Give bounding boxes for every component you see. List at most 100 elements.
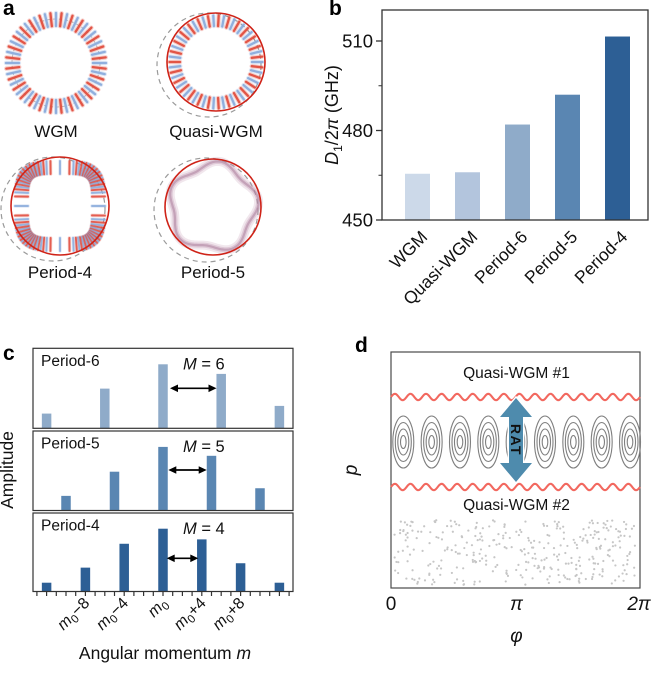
island-ellipse [484, 434, 492, 450]
island-ellipse [567, 428, 580, 456]
subplot-Period-6: Period-6 M = 6 [32, 347, 294, 429]
island-ellipse [623, 428, 637, 456]
island-ellipse [595, 428, 608, 456]
plot-frame [381, 9, 649, 221]
island-ellipse [562, 415, 585, 469]
bar-Period-5 [555, 94, 580, 220]
amplitude-bar [158, 364, 168, 429]
amplitude-bar [206, 455, 217, 511]
amplitude-bar [109, 471, 120, 511]
bar-Quasi-WGM [455, 172, 480, 220]
island-ellipse [590, 415, 613, 469]
amplitude-bar [41, 582, 52, 592]
rat-arrow-label: RAT [508, 424, 524, 456]
amplitude-bar [119, 543, 129, 592]
island-ellipse [536, 421, 554, 463]
mode-pattern-p5 [153, 156, 264, 263]
island-ellipse [569, 434, 577, 450]
subplot-frame [32, 347, 294, 429]
amplitude-bar [274, 405, 285, 429]
annotation-M: M = 5 [183, 438, 225, 456]
island-ellipse [618, 415, 642, 469]
mode-pattern-wgm [3, 10, 109, 116]
island-ellipse [423, 421, 441, 463]
subplot-frame [32, 430, 294, 512]
quasi-wgm-1-label: Quasi-WGM #1 [463, 365, 570, 382]
mode-caption: Quasi-WGM [169, 122, 263, 141]
x-category-label: WGM [386, 227, 432, 273]
deformed-boundary-red-circle [10, 156, 110, 256]
y-tick-label: 480 [342, 120, 373, 141]
island-ellipse [456, 434, 464, 450]
x-tick-pi: π [510, 594, 524, 615]
amplitude-bar [255, 488, 265, 511]
island-ellipse [477, 415, 500, 469]
mode-caption: WGM [34, 122, 77, 141]
mode-pattern-quasi [156, 12, 266, 118]
island-ellipse [399, 434, 407, 450]
x-category-label: Period-6 [470, 227, 531, 288]
y-axis-title: p [341, 465, 362, 477]
island-ellipse [533, 415, 557, 469]
island-chain [392, 415, 642, 469]
subplot-label: Period-5 [41, 436, 100, 453]
amplitude-bar [100, 388, 110, 429]
amplitude-bar [61, 495, 71, 511]
island-ellipse [593, 421, 611, 463]
x-category-label: Period-4 [570, 227, 631, 288]
x-tick-label: m0−8 [54, 595, 95, 636]
island-ellipse [425, 428, 438, 456]
bar-Period-6 [505, 124, 530, 220]
amplitude-bar [274, 582, 285, 592]
arrow-head-left [166, 554, 175, 563]
subplot-label: Period-6 [41, 353, 100, 370]
panel-a-letter: a [3, 0, 15, 20]
mode-caption: Period-4 [28, 263, 92, 282]
y-axis-title: D1/2π (GHz) [322, 65, 345, 165]
mode-pattern-p4 [0, 156, 110, 262]
mode-caption: Period-5 [181, 263, 245, 282]
bar-Period-4 [605, 36, 630, 221]
subplot-Period-4: Period-4 M = 4 [32, 512, 294, 593]
y-tick-label: 510 [342, 31, 373, 52]
island-ellipse [420, 415, 443, 469]
subplot-label: Period-4 [41, 518, 100, 535]
separatrix-bottom [390, 482, 641, 492]
panel-c-letter: c [3, 342, 15, 365]
panel-b-letter: b [329, 0, 342, 20]
y-axis-title: Amplitude [0, 431, 17, 509]
amplitude-bar [80, 567, 91, 592]
island-ellipse [541, 434, 549, 450]
bar-WGM [405, 173, 430, 220]
arrow-head-right [198, 466, 207, 474]
cavity-boundary-dashed-circle [153, 157, 259, 263]
island-ellipse [448, 415, 472, 469]
annotation-M: M = 4 [183, 520, 225, 538]
x-tick-label: m0+8 [210, 595, 251, 636]
arrow-head-left [170, 384, 178, 393]
island-ellipse [621, 421, 639, 463]
island-ellipse [451, 421, 469, 463]
x-tick-0: 0 [386, 594, 397, 615]
island-ellipse [394, 421, 412, 463]
amplitude-bar [235, 563, 246, 592]
island-ellipse [397, 428, 410, 456]
x-tick-label: m0+4 [171, 595, 212, 636]
panel-a-mode-gallery: WGM Quasi-WGM Period-4 Period-5 [0, 10, 266, 282]
deformed-boundary-red-circle [164, 158, 262, 256]
arrow-head-right [190, 554, 199, 563]
island-ellipse [598, 434, 606, 450]
y-tick-label: 450 [342, 210, 373, 231]
panel-c-amplitude-chart: Period-6 M = 6 Period-5 M = 5 Period-4 M = 4 m… [0, 347, 294, 663]
island-ellipse [564, 421, 582, 463]
island-ellipse [428, 434, 435, 450]
panel-d-letter: d [355, 334, 368, 357]
x-category-label: Period-5 [520, 227, 581, 288]
chaotic-sea-dots [393, 519, 637, 586]
amplitude-bar [158, 446, 168, 511]
arrow-head-right [208, 384, 217, 393]
rat-tunneling-arrow [496, 395, 536, 485]
x-axis-title: φ [510, 626, 522, 647]
panel-b-bar-chart: 450480510WGMQuasi-WGMPeriod-6Period-5Per… [322, 9, 649, 309]
